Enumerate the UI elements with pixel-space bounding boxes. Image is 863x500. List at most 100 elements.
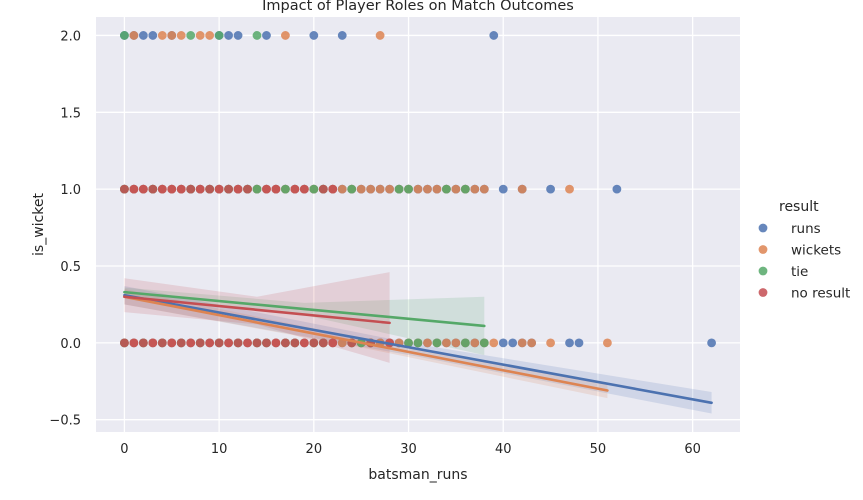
- point-no-result: [138, 184, 148, 194]
- point-no-result: [262, 184, 271, 194]
- point-runs: [224, 31, 233, 40]
- point-runs: [489, 31, 499, 40]
- x-tick-label: 60: [684, 442, 701, 457]
- point-wickets: [470, 338, 480, 348]
- point-tie: [186, 31, 196, 40]
- y-tick-label: 2.0: [60, 29, 81, 44]
- point-wickets: [337, 184, 347, 194]
- regression-lines: [123, 290, 713, 405]
- x-tick-label: 50: [590, 442, 607, 457]
- y-tick-label: 1.0: [60, 183, 81, 198]
- x-tick-label: 0: [120, 442, 128, 457]
- point-wickets: [413, 184, 423, 194]
- point-wickets: [375, 184, 385, 194]
- point-wickets: [451, 184, 461, 194]
- point-runs: [546, 184, 555, 194]
- tick-labels: 0 10 20 30 40 50 60 −0.5 0.0 0.5 1.0 1.5 2.0: [49, 29, 700, 457]
- point-wickets: [546, 338, 555, 348]
- legend-label: runs: [791, 221, 821, 237]
- legend-label: tie: [791, 264, 808, 280]
- point-no-result: [148, 184, 158, 194]
- point-runs: [138, 31, 148, 40]
- point-wickets: [442, 338, 451, 348]
- x-tick-label: 20: [306, 442, 323, 457]
- y-tick-label: −0.5: [49, 414, 81, 429]
- point-wickets: [423, 184, 432, 194]
- point-no-result: [243, 338, 252, 348]
- point-wickets: [366, 184, 376, 194]
- point-runs: [233, 31, 243, 40]
- point-wickets: [167, 31, 177, 40]
- point-wickets: [451, 338, 461, 348]
- point-runs: [262, 31, 271, 40]
- point-no-result: [262, 338, 271, 348]
- point-runs: [574, 338, 584, 348]
- point-no-result: [157, 184, 167, 194]
- point-no-result: [328, 184, 338, 194]
- legend-items: runs wickets tie no result: [758, 221, 850, 302]
- point-no-result: [271, 338, 281, 348]
- point-wickets: [205, 31, 215, 40]
- point-no-result: [176, 338, 186, 348]
- point-tie: [120, 31, 129, 40]
- point-wickets: [195, 31, 205, 40]
- point-no-result: [120, 338, 129, 348]
- point-no-result: [176, 184, 186, 194]
- point-wickets: [527, 338, 537, 348]
- point-no-result: [186, 184, 196, 194]
- point-no-result: [224, 338, 233, 348]
- point-tie: [404, 338, 413, 348]
- point-runs: [148, 31, 158, 40]
- regression-line-runs: [123, 293, 713, 405]
- x-tick-label: 30: [400, 442, 417, 457]
- point-runs: [309, 31, 319, 40]
- point-no-result: [299, 338, 309, 348]
- point-wickets: [603, 338, 612, 348]
- point-no-result: [129, 338, 139, 348]
- point-tie: [413, 338, 423, 348]
- point-wickets: [129, 31, 139, 40]
- point-wickets: [517, 338, 527, 348]
- y-axis-label: is_wicket: [31, 193, 47, 256]
- point-wickets: [470, 184, 480, 194]
- point-tie: [479, 338, 489, 348]
- point-tie: [309, 184, 319, 194]
- point-runs: [498, 338, 508, 348]
- point-no-result: [243, 184, 252, 194]
- point-no-result: [214, 338, 224, 348]
- legend-marker: [758, 245, 768, 254]
- point-no-result: [224, 184, 233, 194]
- point-tie: [460, 338, 470, 348]
- scatter-points: [120, 31, 716, 348]
- point-runs: [707, 338, 716, 348]
- point-no-result: [318, 338, 328, 348]
- point-tie: [432, 338, 442, 348]
- point-no-result: [195, 184, 205, 194]
- point-no-result: [290, 184, 300, 194]
- point-no-result: [195, 338, 205, 348]
- chart-title: Impact of Player Roles on Match Outcomes: [262, 0, 574, 14]
- point-no-result: [309, 338, 319, 348]
- plot-area: [96, 17, 740, 432]
- regression-line-wickets: [123, 295, 609, 392]
- point-no-result: [167, 338, 177, 348]
- y-tick-label: 0.5: [60, 260, 81, 275]
- point-wickets: [565, 184, 574, 194]
- point-runs: [612, 184, 622, 194]
- point-runs: [498, 184, 508, 194]
- regression-line-no-result: [123, 295, 391, 325]
- point-no-result: [290, 338, 300, 348]
- point-no-result: [233, 338, 243, 348]
- point-tie: [394, 184, 404, 194]
- point-no-result: [281, 338, 290, 348]
- point-no-result: [120, 184, 129, 194]
- point-wickets: [385, 184, 394, 194]
- point-tie: [347, 184, 357, 194]
- legend-marker: [758, 288, 768, 297]
- point-wickets: [176, 31, 186, 40]
- point-no-result: [186, 338, 196, 348]
- point-tie: [252, 31, 262, 40]
- point-wickets: [479, 184, 489, 194]
- point-no-result: [328, 338, 338, 348]
